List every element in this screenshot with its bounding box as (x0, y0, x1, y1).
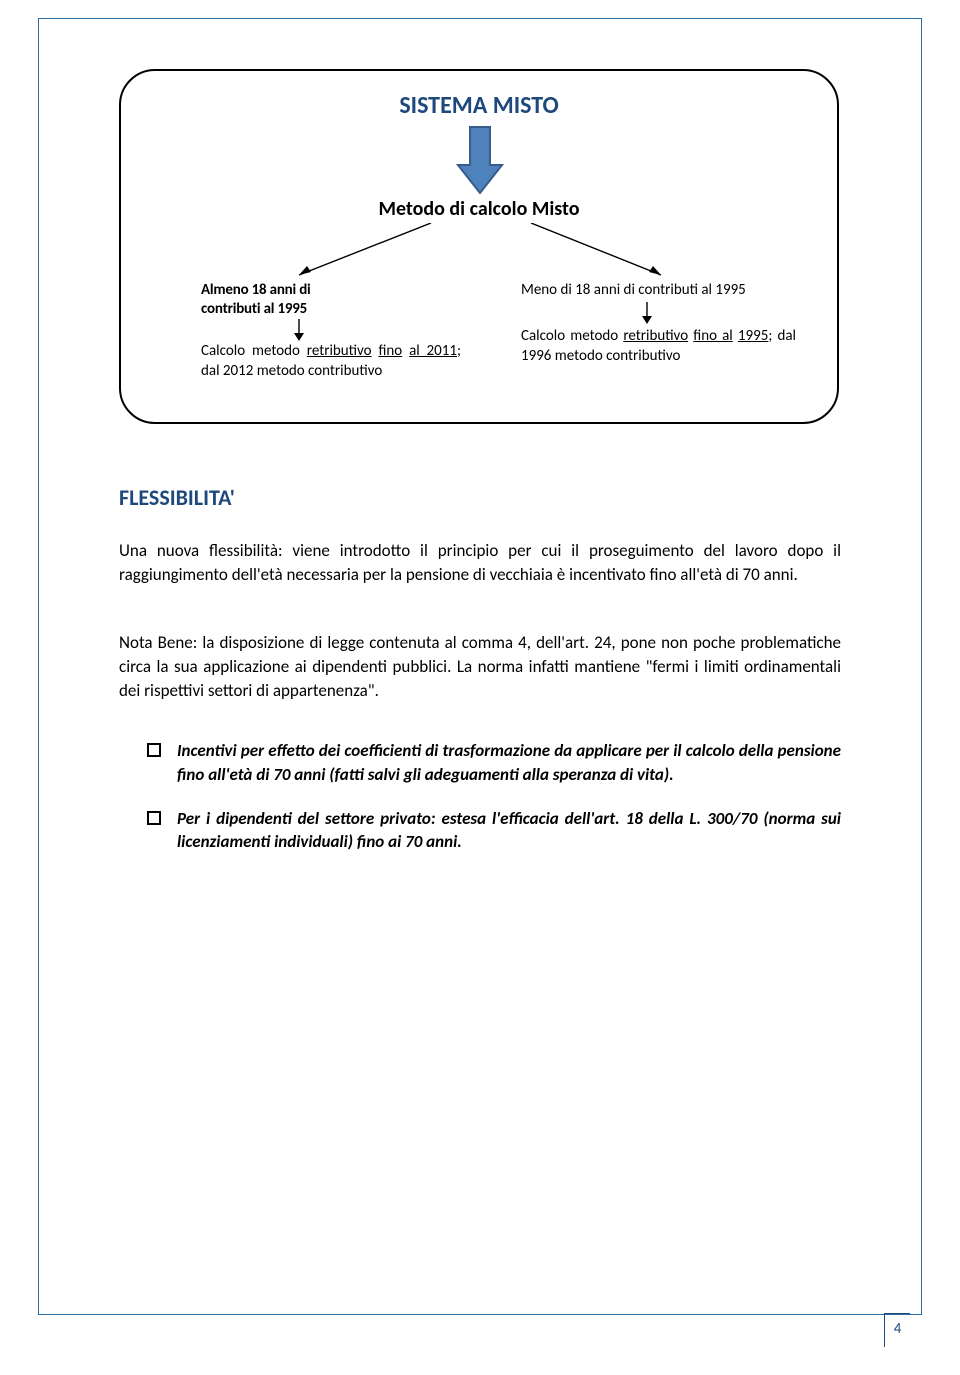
left-branch-line1: Almeno 18 anni di (201, 281, 311, 299)
right-branch-label: Meno di 18 anni di contributi al 1995 (521, 281, 781, 300)
right-calc-u1: retributivo (623, 327, 688, 345)
left-branch-label: Almeno 18 anni di contributi al 1995 (201, 281, 391, 319)
left-calc-mid1: al 2011 (409, 342, 457, 360)
bullet-list: Incentivi per effetto dei coefficienti d… (119, 739, 841, 874)
right-calc-prefix: Calcolo metodo (521, 327, 623, 345)
bullet-text: Incentivi per effetto dei coefficienti d… (177, 739, 841, 787)
diagram-subtitle: Metodo di calcolo Misto (121, 197, 837, 221)
left-calc-prefix: Calcolo metodo (201, 342, 307, 360)
section-heading: FLESSIBILITA' (119, 484, 235, 511)
left-calc-u1: retributivo (307, 342, 372, 360)
checkbox-bullet-icon (147, 743, 161, 757)
page-frame: SISTEMA MISTO Metodo di calcolo Misto Al… (38, 18, 922, 1315)
down-arrow-small-left-icon (293, 319, 305, 341)
branch-lines-icon (291, 223, 671, 281)
right-calc-text: Calcolo metodo retributivo fino al 1995;… (521, 326, 796, 367)
diagram-title: SISTEMA MISTO (121, 91, 837, 120)
down-arrow-icon (456, 125, 504, 195)
left-calc-text: Calcolo metodo retributivo fino al 2011;… (201, 341, 461, 382)
left-calc-u2: fino (378, 342, 402, 360)
bullet-text: Per i dipendenti del settore privato: es… (177, 807, 841, 855)
paragraph-2: Nota Bene: la disposizione di legge cont… (119, 631, 841, 702)
right-calc-mid1: 1995 (738, 327, 768, 345)
bullet-item: Per i dipendenti del settore privato: es… (119, 807, 841, 855)
left-branch-line2: contributi al 1995 (201, 300, 307, 318)
bullet-item: Incentivi per effetto dei coefficienti d… (119, 739, 841, 787)
down-arrow-small-right-icon (641, 302, 653, 324)
paragraph-1: Una nuova flessibilità: viene introdotto… (119, 539, 841, 587)
diagram-container: SISTEMA MISTO Metodo di calcolo Misto Al… (119, 69, 839, 424)
right-calc-u2: fino al (693, 327, 733, 345)
checkbox-bullet-icon (147, 811, 161, 825)
page-number: 4 (884, 1313, 910, 1347)
